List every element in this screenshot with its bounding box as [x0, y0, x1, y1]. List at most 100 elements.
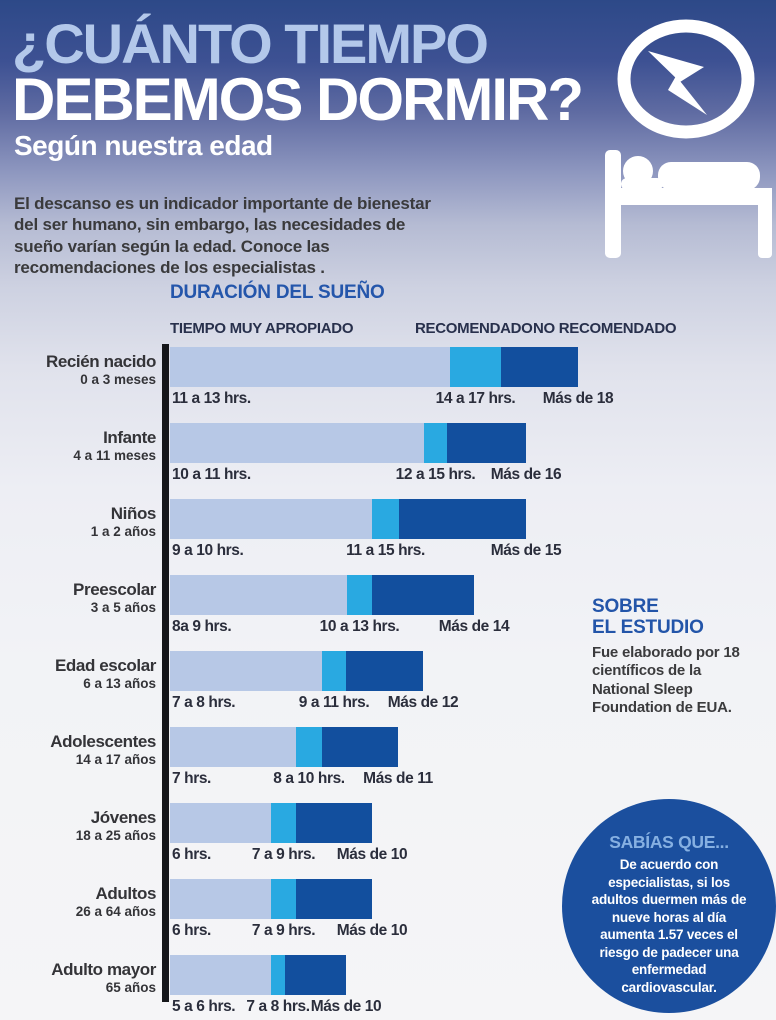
bar-value-label: 5 a 6 hrs. — [172, 998, 236, 1015]
about-heading-line2: EL ESTUDIO — [592, 616, 704, 638]
chart-legend: TIEMPO MUY APROPIADO RECOMENDADO NO RECO… — [170, 320, 770, 338]
chart-row: Edad escolar 6 a 13 años 7 a 8 hrs. 9 a 11 … — [0, 651, 776, 711]
bar-value-label: 8a 9 hrs. — [172, 618, 232, 635]
about-study-body: Fue elaborado por 18 científicos de la N… — [592, 644, 740, 716]
segment-apropiado — [170, 575, 347, 615]
category-name: Recién nacido — [45, 352, 156, 371]
category-name: Jóvenes — [90, 808, 157, 827]
about-heading-line1: SOBRE — [592, 596, 659, 617]
category-name: Niños — [110, 504, 157, 523]
category-age-range: 18 a 25 años — [75, 827, 156, 843]
segment-recomendado — [450, 347, 501, 387]
title-line1: ¿CUÁNTO TIEMPO — [12, 12, 489, 75]
category-name: Adolescentes — [50, 732, 156, 751]
chart-row: Niños 1 a 2 años 9 a 10 hrs. 11 a 15 hrs. Má… — [0, 499, 776, 559]
category-age-range: 6 a 13 años — [83, 675, 156, 691]
bar-value-label: 7 a 8 hrs. — [246, 998, 310, 1015]
bar-value-label: 11 a 15 hrs. — [346, 542, 425, 559]
bar-value-label: 7 a 8 hrs. — [172, 694, 236, 711]
segment-recomendado — [347, 575, 372, 615]
chart-row: Infante 4 a 11 meses 10 a 11 hrs. 12 a 15 h… — [0, 423, 776, 483]
category-label: Recién nacido 0 a 3 meses — [0, 347, 156, 407]
stacked-bar — [170, 347, 578, 387]
bar-value-labels: 7 a 8 hrs. 9 a 11 hrs. Más de 12 — [170, 691, 459, 711]
bar-value-labels: 7 hrs. 8 a 10 hrs. Más de 11 — [170, 767, 433, 787]
category-label: Niños 1 a 2 años — [0, 499, 157, 559]
bar-area: 11 a 13 hrs. 14 a 17 hrs. Más de 18 — [170, 347, 614, 407]
intro-paragraph: El descanso es un indicador importante d… — [14, 194, 431, 278]
bar-value-label: Más de 11 — [363, 770, 433, 787]
bar-area: 5 a 6 hrs. 7 a 8 hrs. Más de 10 — [170, 955, 382, 1015]
segment-apropiado — [170, 423, 424, 463]
did-you-know-circle: SABÍAS QUE... De acuerdo con especialist… — [562, 799, 776, 1013]
segment-recomendado — [322, 651, 346, 691]
bar-value-label: 8 a 10 hrs. — [273, 770, 345, 787]
category-label: Infante 4 a 11 meses — [0, 423, 156, 483]
chart-rows: Recién nacido 0 a 3 meses 11 a 13 hrs. 14 a… — [0, 347, 776, 1020]
person-sleeping-bed-icon — [605, 150, 772, 258]
category-name: Edad escolar — [54, 656, 156, 675]
subtitle: Según nuestra edad — [14, 130, 273, 161]
chart-row: Adolescentes 14 a 17 años 7 hrs. 8 a 10 hrs… — [0, 727, 776, 787]
about-study-heading: SOBRE EL ESTUDIO — [592, 596, 762, 638]
segment-apropiado — [170, 727, 296, 767]
chart-row: Jóvenes 18 a 25 años 6 hrs. 7 a 9 hrs. Más d… — [0, 803, 776, 863]
category-label: Adulto mayor 65 años — [0, 955, 156, 1015]
category-name: Adultos — [95, 884, 157, 903]
stacked-bar — [170, 879, 372, 919]
segment-recomendado — [271, 955, 285, 995]
segment-no-recomendado — [296, 879, 372, 919]
stacked-bar — [170, 575, 474, 615]
stacked-bar — [170, 423, 526, 463]
bar-value-labels: 10 a 11 hrs. 12 a 15 hrs. Más de 16 — [170, 463, 562, 483]
bar-value-label: 10 a 13 hrs. — [319, 618, 400, 635]
chart-row: Adultos 26 a 64 años 6 hrs. 7 a 9 hrs. Más d… — [0, 879, 776, 939]
bar-value-labels: 9 a 10 hrs. 11 a 15 hrs. Más de 15 — [170, 539, 562, 559]
legend-recomendado: RECOMENDADO — [415, 320, 533, 337]
segment-no-recomendado — [399, 499, 526, 539]
segment-no-recomendado — [322, 727, 398, 767]
did-you-know-body: De acuerdo con especialistas, si los adu… — [591, 857, 747, 995]
bar-value-label: 9 a 10 hrs. — [172, 542, 244, 559]
category-age-range: 0 a 3 meses — [80, 371, 156, 387]
segment-apropiado — [170, 955, 271, 995]
about-study-block: SOBRE EL ESTUDIO Fue elaborado por 18 ci… — [592, 596, 762, 717]
segment-no-recomendado — [296, 803, 372, 843]
bar-area: 7 hrs. 8 a 10 hrs. Más de 11 — [170, 727, 433, 787]
category-age-range: 3 a 5 años — [90, 599, 156, 615]
stacked-bar — [170, 803, 372, 843]
did-you-know-heading: SABÍAS QUE... — [609, 832, 729, 852]
bar-value-label: 6 hrs. — [172, 846, 211, 863]
legend-no-recomendado: NO RECOMENDADO — [533, 320, 677, 337]
chart-row: Preescolar 3 a 5 años 8a 9 hrs. 10 a 13 hrs… — [0, 575, 776, 635]
segment-recomendado — [372, 499, 399, 539]
segment-apropiado — [170, 499, 372, 539]
bar-value-label: Más de 15 — [490, 542, 562, 559]
segment-no-recomendado — [285, 955, 346, 995]
category-name: Adulto mayor — [51, 960, 156, 979]
bar-value-label: Más de 10 — [310, 998, 382, 1015]
segment-recomendado — [424, 423, 447, 463]
chart-title: DURACIÓN DEL SUEÑO — [170, 282, 385, 303]
bar-value-label: 6 hrs. — [172, 922, 211, 939]
bar-value-label: 7 hrs. — [172, 770, 211, 787]
segment-recomendado — [296, 727, 322, 767]
stacked-bar — [170, 955, 346, 995]
bar-value-label: 9 a 11 hrs. — [298, 694, 370, 711]
bar-value-labels: 5 a 6 hrs. 7 a 8 hrs. Más de 10 — [170, 995, 382, 1015]
segment-apropiado — [170, 803, 271, 843]
bar-value-label: Más de 10 — [336, 922, 408, 939]
stacked-bar — [170, 499, 526, 539]
segment-apropiado — [170, 347, 450, 387]
bar-area: 8a 9 hrs. 10 a 13 hrs. Más de 14 — [170, 575, 510, 635]
category-age-range: 65 años — [105, 979, 156, 995]
bar-value-label: Más de 14 — [438, 618, 510, 635]
bar-value-label: Más de 18 — [542, 390, 614, 407]
chart-row: Recién nacido 0 a 3 meses 11 a 13 hrs. 14 a… — [0, 347, 776, 407]
title-line2: DEBEMOS DORMIR? — [12, 66, 584, 133]
segment-no-recomendado — [346, 651, 423, 691]
category-label: Adolescentes 14 a 17 años — [0, 727, 156, 787]
segment-no-recomendado — [501, 347, 578, 387]
chart-row: Adulto mayor 65 años 5 a 6 hrs. 7 a 8 hrs. M… — [0, 955, 776, 1015]
